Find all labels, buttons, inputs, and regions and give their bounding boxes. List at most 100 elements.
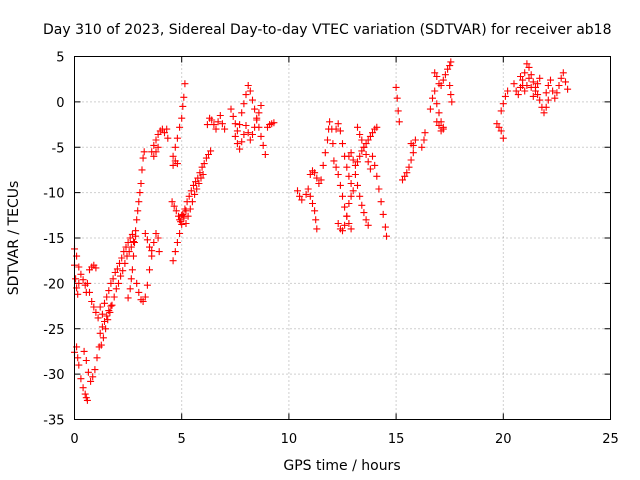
data-point [564,85,572,93]
data-point [105,307,113,315]
data-point [334,120,342,128]
data-point [347,225,355,233]
data-point [150,141,158,149]
data-point [326,118,334,126]
data-point [426,105,434,113]
data-point [497,127,505,135]
data-point [249,96,256,104]
data-point [298,196,306,204]
data-point [117,272,125,280]
data-point [542,103,550,111]
data-point [317,176,325,184]
data-point [399,176,406,184]
data-point [433,100,441,108]
data-point [536,74,544,82]
data-point [188,198,196,206]
data-point [358,147,366,155]
data-point [349,187,357,195]
data-point [439,123,447,131]
data-point [536,96,544,104]
data-point [523,82,531,89]
data-point [345,172,353,180]
data-point [146,243,153,251]
data-point [447,91,455,99]
data-point [383,232,390,240]
data-point [131,239,138,246]
data-point [375,185,383,193]
x-tick-label: 0 [70,432,78,447]
data-point [321,149,329,157]
data-point [309,200,316,207]
data-point [212,125,220,133]
data-point [332,125,340,133]
data-point [135,198,143,206]
data-point [341,203,349,211]
data-point [79,384,87,392]
data-point [130,252,137,260]
data-point [199,171,207,178]
data-point [557,74,565,82]
data-point [164,134,172,142]
data-point [356,131,364,138]
data-point [431,69,439,77]
data-point [306,192,314,200]
data-point [364,158,372,166]
data-point [339,140,346,148]
data-point [395,118,403,126]
data-point [521,69,529,77]
data-point [517,73,524,80]
data-point [184,212,192,220]
data-point [448,98,456,106]
data-point [88,298,96,305]
data-point [525,74,533,82]
data-point [238,138,246,146]
data-point [146,266,153,274]
data-point [187,187,195,195]
data-point [98,310,106,318]
data-point [207,147,215,155]
data-point [529,92,537,100]
y-tick-label: -5 [52,141,65,156]
data-point [244,129,252,137]
y-tick-label: -10 [43,187,64,202]
data-point [351,171,359,178]
data-point [532,87,539,95]
data-point [356,152,364,160]
data-point [161,129,168,137]
data-point [210,121,218,129]
data-point [92,264,100,272]
y-tick-label: -30 [43,368,64,383]
x-tick-label: 5 [178,432,186,447]
data-point [216,112,224,119]
data-point [366,165,374,173]
data-point [512,87,520,95]
data-point [534,80,542,88]
data-point [356,192,364,200]
data-point [441,71,449,79]
data-point [233,127,241,135]
data-point [83,396,91,404]
data-point [106,308,114,316]
data-point [214,118,222,126]
data-point [123,252,131,260]
data-point [120,248,128,256]
data-point [72,275,80,283]
data-point [101,318,108,325]
data-point [429,94,436,102]
data-point [77,375,85,383]
data-point [240,131,248,138]
data-point [525,63,533,71]
y-tick-label: -25 [43,323,64,338]
data-point [208,116,216,124]
data-point [369,152,376,160]
data-point [179,102,187,110]
x-tick-label: 15 [388,432,405,447]
data-point [439,76,447,84]
data-point [551,94,559,102]
data-point [150,239,158,246]
data-point [343,212,351,220]
data-point [75,279,83,287]
data-point [132,227,140,235]
data-point [362,140,370,148]
